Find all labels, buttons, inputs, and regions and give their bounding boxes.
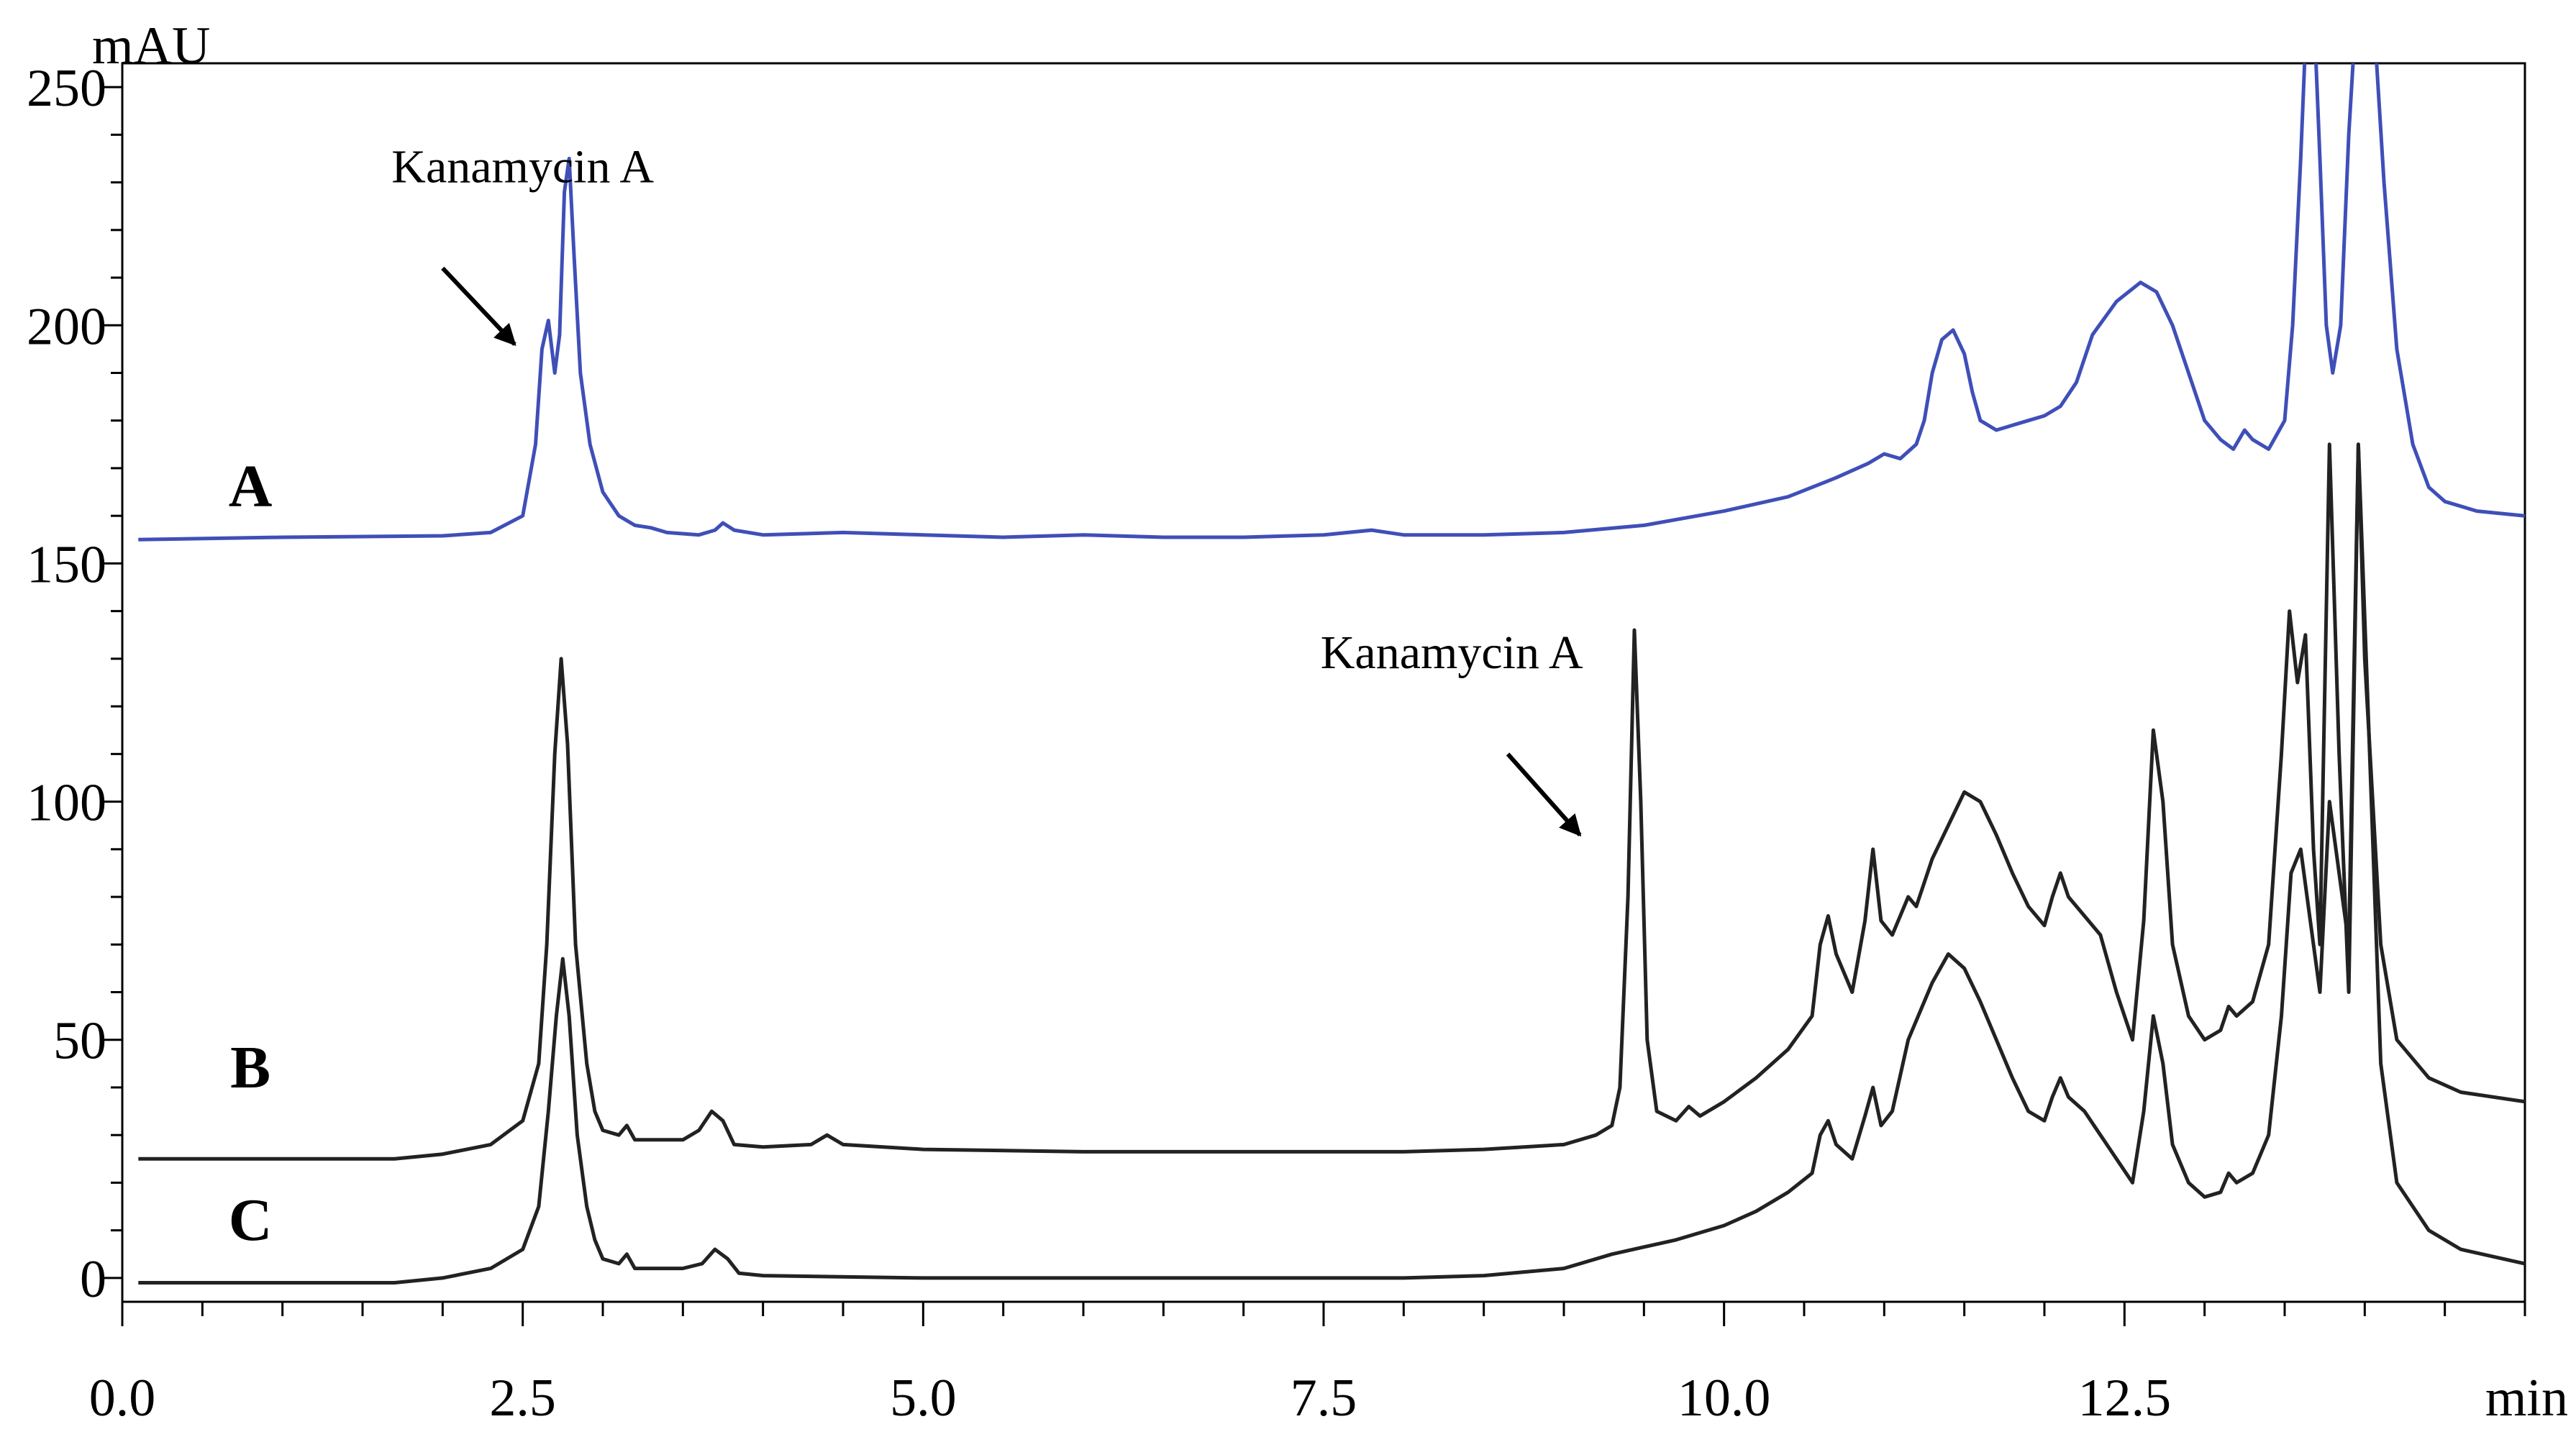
- x-tick-label: 10.0: [1678, 1369, 1771, 1428]
- x-tick-label: 5.0: [890, 1369, 957, 1428]
- trace-label-c: C: [229, 1187, 273, 1254]
- series-layer: [138, 63, 2525, 1285]
- annotation-arrow: [441, 266, 516, 346]
- annotation-text: Kanamycin A: [1321, 626, 1583, 679]
- y-tick-label: 0: [80, 1250, 106, 1309]
- y-tick-label: 200: [27, 297, 106, 356]
- trace-label-b: B: [230, 1034, 270, 1101]
- y-axis-unit-label: mAU: [92, 17, 210, 76]
- plot-frame: [121, 62, 2526, 1303]
- series-line-b: [138, 442, 2525, 1161]
- y-tick-label: 150: [27, 535, 106, 594]
- y-tick-label: 100: [27, 774, 106, 833]
- x-tick-label: 0.0: [89, 1369, 156, 1428]
- series-line-c: [138, 442, 2525, 1285]
- annotation-layer: A B C Kanamycin A Kanamycin A: [229, 141, 1583, 1254]
- x-tick-label: 2.5: [489, 1369, 556, 1428]
- x-tick-label: 7.5: [1291, 1369, 1357, 1428]
- y-axis: 0 50 100 150 200 250: [27, 59, 122, 1309]
- x-tick-label: 12.5: [2078, 1369, 2172, 1428]
- x-axis: 0.0 2.5 5.0 7.5 10.0 12.5: [89, 1302, 2526, 1428]
- y-tick-label: 250: [27, 59, 106, 118]
- y-tick-label: 50: [53, 1012, 106, 1071]
- plot-border: [121, 62, 2526, 1303]
- annotation-text: Kanamycin A: [391, 141, 654, 193]
- annotation-arrow: [1506, 752, 1582, 837]
- series-line-a: [138, 63, 2525, 542]
- x-axis-unit-label: min: [2485, 1369, 2568, 1428]
- trace-label-a: A: [229, 453, 273, 520]
